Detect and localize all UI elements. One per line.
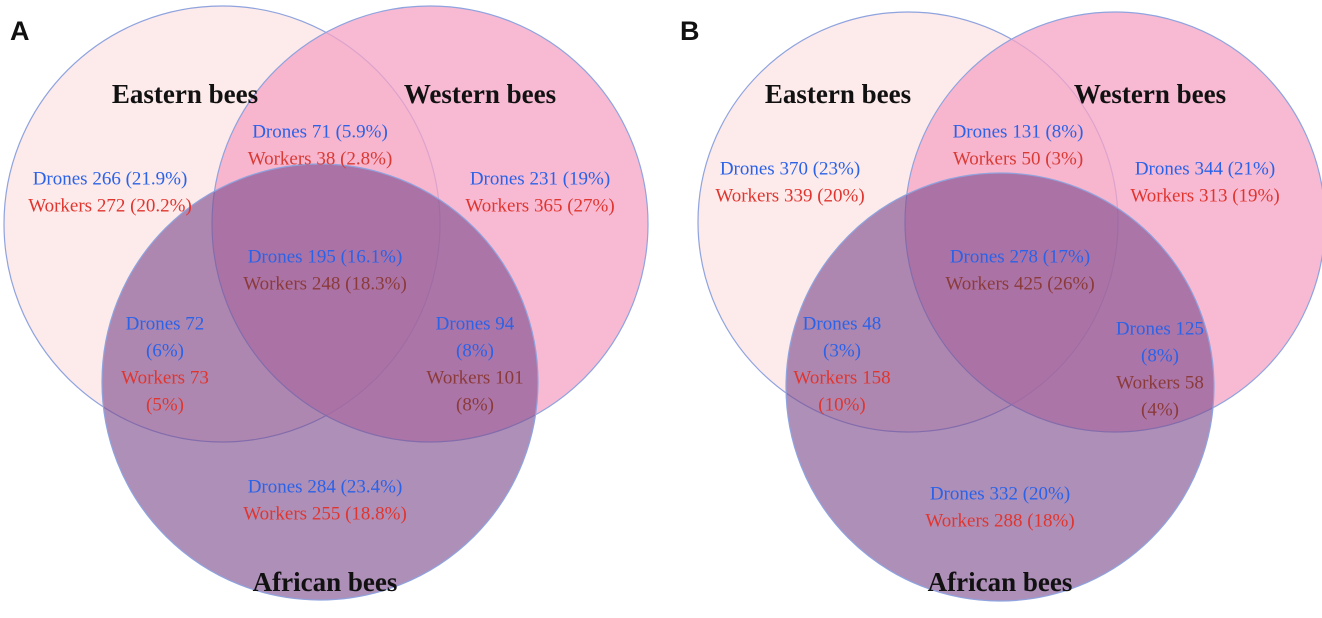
set-name: Western bees <box>1074 79 1226 109</box>
set-name: African bees <box>253 567 398 597</box>
workers-count: Workers 313 (19%) <box>1130 185 1279 206</box>
set-name: African bees <box>928 567 1073 597</box>
set-circle <box>101 163 539 601</box>
workers-count: Workers 248 (18.3%) <box>243 273 407 294</box>
drones-count: Drones 125 <box>1116 318 1204 339</box>
drones-count: (3%) <box>823 340 861 361</box>
workers-count: Workers 58 <box>1116 372 1204 393</box>
set-name: Eastern bees <box>765 79 911 109</box>
workers-count: (4%) <box>1141 399 1179 420</box>
workers-count: Workers 50 (3%) <box>953 148 1083 169</box>
workers-count: Workers 38 (2.8%) <box>248 148 393 169</box>
panel-label: A <box>10 16 30 46</box>
drones-count: Drones 370 (23%) <box>720 158 860 179</box>
workers-count: Workers 339 (20%) <box>715 185 864 206</box>
drones-count: Drones 278 (17%) <box>950 246 1090 267</box>
workers-count: (5%) <box>146 394 184 415</box>
drones-count: Drones 48 <box>803 313 882 334</box>
drones-count: Drones 195 (16.1%) <box>248 246 403 267</box>
drones-count: Drones 72 <box>126 313 205 334</box>
drones-count: Drones 231 (19%) <box>470 168 610 189</box>
panel-label: B <box>680 16 700 46</box>
workers-count: Workers 272 (20.2%) <box>28 195 192 216</box>
set-circle <box>785 172 1215 602</box>
workers-count: Workers 425 (26%) <box>945 273 1094 294</box>
drones-count: (8%) <box>1141 345 1179 366</box>
workers-count: Workers 101 <box>426 367 523 388</box>
drones-count: Drones 284 (23.4%) <box>248 476 403 497</box>
drones-count: Drones 344 (21%) <box>1135 158 1275 179</box>
workers-count: Workers 288 (18%) <box>925 510 1074 531</box>
drones-count: Drones 131 (8%) <box>953 121 1084 142</box>
workers-count: Workers 255 (18.8%) <box>243 503 407 524</box>
drones-count: (8%) <box>456 340 494 361</box>
workers-count: Workers 158 <box>793 367 890 388</box>
workers-count: Workers 73 <box>121 367 209 388</box>
drones-count: Drones 332 (20%) <box>930 483 1070 504</box>
workers-count: (8%) <box>456 394 494 415</box>
set-name: Western bees <box>404 79 556 109</box>
drones-count: Drones 266 (21.9%) <box>33 168 188 189</box>
set-name: Eastern bees <box>112 79 258 109</box>
drones-count: Drones 94 <box>436 313 515 334</box>
workers-count: Workers 365 (27%) <box>465 195 614 216</box>
drones-count: (6%) <box>146 340 184 361</box>
drones-count: Drones 71 (5.9%) <box>252 121 388 142</box>
workers-count: (10%) <box>818 394 865 415</box>
